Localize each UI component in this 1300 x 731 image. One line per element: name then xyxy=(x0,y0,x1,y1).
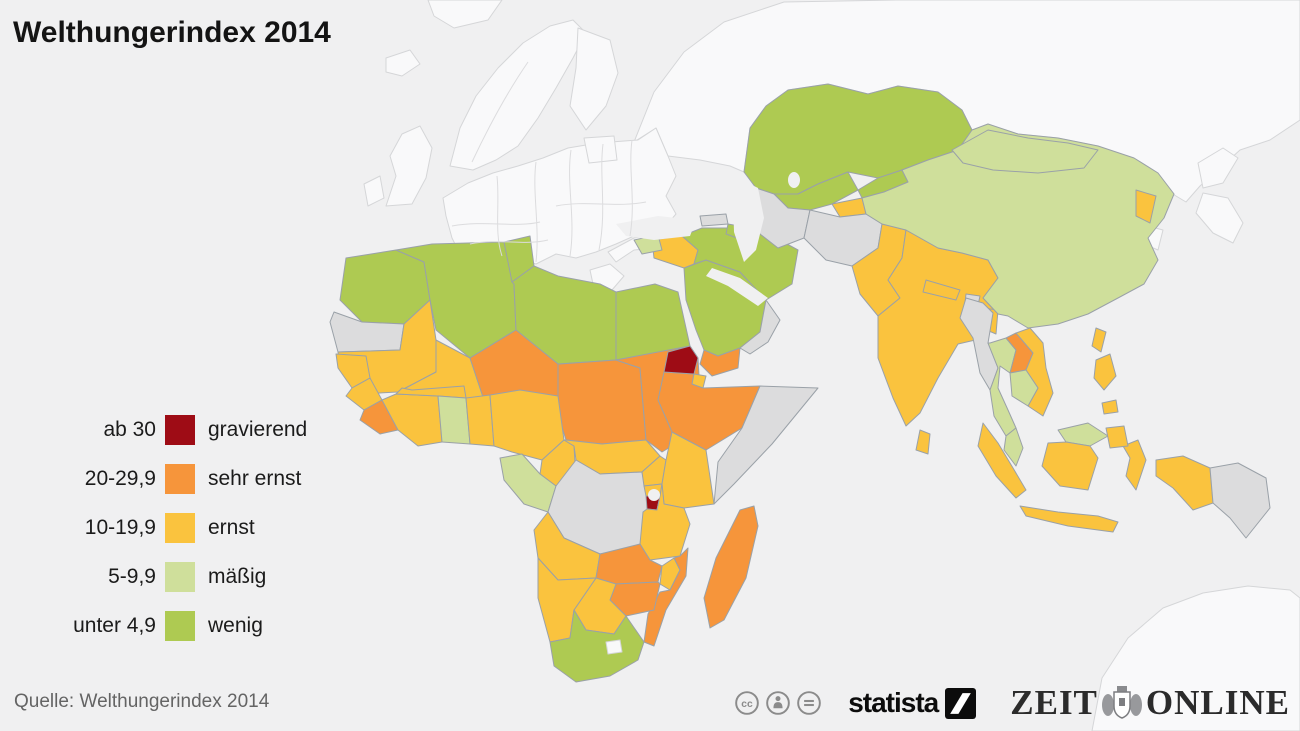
legend-row-maessig: 5-9,9 mäßig xyxy=(28,561,307,592)
country-malaysia xyxy=(1003,427,1024,467)
country-united-kingdom xyxy=(385,125,433,207)
country-china xyxy=(861,123,1175,329)
country-yemen xyxy=(699,347,741,377)
country-philippines xyxy=(1105,425,1129,449)
cc-license-badges[interactable]: cc xyxy=(734,690,822,716)
page-title: Welthungerindex 2014 xyxy=(13,16,331,49)
black-sea xyxy=(616,216,696,240)
persian-gulf xyxy=(706,268,768,306)
legend-row-sehr-ernst: 20-29,9 sehr ernst xyxy=(28,463,307,494)
country-vietnam xyxy=(1015,327,1054,417)
country-indonesia xyxy=(1155,455,1214,511)
country-papua-new-guinea xyxy=(1209,462,1271,539)
europe-internal-borders xyxy=(451,61,647,263)
country-malaysia xyxy=(1057,422,1109,447)
country-australia xyxy=(1091,585,1300,731)
country-indonesia xyxy=(977,422,1027,499)
cc-icon[interactable]: cc xyxy=(734,690,760,716)
country-south-africa xyxy=(549,609,645,683)
legend-swatch-sehr-ernst xyxy=(165,463,195,494)
legend-row-wenig: unter 4,9 wenig xyxy=(28,610,307,641)
country-sri-lanka xyxy=(915,429,931,455)
legend-range: 5-9,9 xyxy=(108,564,156,588)
country-greenland xyxy=(427,0,503,29)
country-ireland xyxy=(363,175,385,207)
legend-swatch-wenig xyxy=(165,610,195,641)
country-nepal xyxy=(922,279,961,301)
footer: Quelle: Welthungerindex 2014 cc xyxy=(0,683,1300,723)
country-madagascar xyxy=(703,505,759,629)
country-somalia xyxy=(713,385,819,505)
source-note: Quelle: Welthungerindex 2014 xyxy=(14,691,270,712)
country-indonesia xyxy=(1122,439,1147,491)
no-derivatives-icon[interactable] xyxy=(796,690,822,716)
country-japan xyxy=(1197,147,1239,189)
country-japan xyxy=(1195,192,1244,244)
country-lesotho xyxy=(605,639,623,655)
country-ghana xyxy=(437,395,471,445)
country-oman xyxy=(739,299,781,355)
country-baltics xyxy=(583,135,618,164)
legend-label: gravierend xyxy=(208,417,308,441)
country-indonesia xyxy=(1019,505,1119,533)
country-togo-benin xyxy=(465,394,495,447)
legend-label: wenig xyxy=(208,613,263,637)
legend-label: ernst xyxy=(208,515,255,539)
country-cambodia xyxy=(1009,369,1039,407)
country-iran xyxy=(681,227,799,301)
statista-mark-icon xyxy=(945,687,977,719)
legend-range: unter 4,9 xyxy=(73,613,156,637)
country-north-korea xyxy=(1135,189,1157,224)
country-georgia xyxy=(699,213,729,227)
country-philippines xyxy=(1093,353,1117,391)
country-philippines xyxy=(1101,399,1119,415)
caspian-sea xyxy=(733,180,764,262)
legend-range: 10-19,9 xyxy=(84,515,156,539)
country-djibouti xyxy=(691,373,707,389)
country-finland xyxy=(569,27,619,131)
zeit-online-logo[interactable]: ZEIT ONLINE xyxy=(1010,683,1290,723)
legend-label: mäßig xyxy=(208,564,267,588)
country-eritrea xyxy=(663,345,699,375)
attribution-icon[interactable] xyxy=(765,690,791,716)
country-chad xyxy=(557,359,647,445)
online-wordmark: ONLINE xyxy=(1145,683,1290,722)
legend-range: ab 30 xyxy=(103,417,156,441)
country-scandinavia xyxy=(449,19,587,171)
country-mozambique xyxy=(643,547,689,647)
country-indonesia xyxy=(1041,441,1099,491)
country-nigeria xyxy=(489,389,565,461)
zeit-wordmark: ZEIT xyxy=(1010,683,1098,722)
lake-victoria xyxy=(648,489,660,501)
svg-text:cc: cc xyxy=(741,699,753,710)
footer-logos: cc statista xyxy=(734,683,1290,723)
legend-swatch-gravierend xyxy=(165,414,195,445)
aral-sea xyxy=(788,172,800,188)
legend: ab 30 gravierend 20-29,9 sehr ernst 10-1… xyxy=(28,414,307,659)
legend-swatch-maessig xyxy=(165,561,195,592)
legend-swatch-ernst xyxy=(165,512,195,543)
country-sierra-leone xyxy=(359,399,399,435)
legend-label: sehr ernst xyxy=(208,466,302,490)
country-taiwan xyxy=(1091,327,1107,353)
zeit-crest-icon xyxy=(1101,686,1142,719)
country-iceland xyxy=(385,49,421,77)
statista-wordmark: statista xyxy=(848,687,939,718)
statista-logo[interactable]: statista xyxy=(848,687,977,719)
country-mongolia xyxy=(951,129,1099,174)
legend-row-gravierend: ab 30 gravierend xyxy=(28,414,307,445)
legend-range: 20-29,9 xyxy=(84,466,156,490)
legend-row-ernst: 10-19,9 ernst xyxy=(28,512,307,543)
country-tanzania xyxy=(639,483,691,561)
